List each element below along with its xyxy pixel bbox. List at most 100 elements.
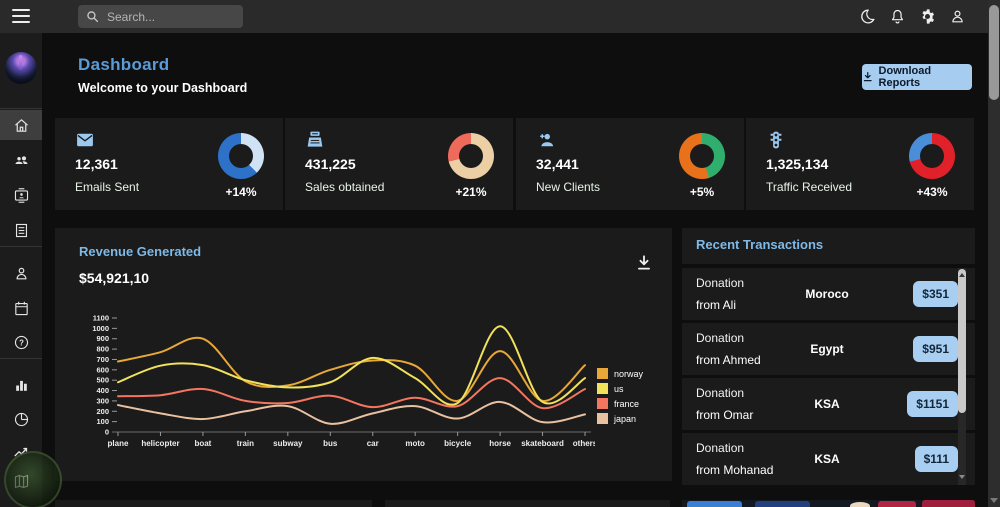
legend-item: japan	[597, 413, 643, 424]
sidebar-item-faq[interactable]: ?	[0, 327, 42, 357]
sidebar-item-contacts[interactable]	[0, 180, 42, 210]
transactions-header: Recent Transactions	[682, 228, 975, 264]
point-of-sale-icon	[307, 131, 323, 147]
stat-value: 32,441	[536, 156, 579, 172]
svg-text:helicopter: helicopter	[141, 439, 179, 448]
revenue-amount: $54,921,10	[79, 270, 150, 286]
legend-swatch	[597, 398, 608, 409]
map-region	[878, 501, 916, 507]
revenue-panel: Revenue Generated $54,921,10 0 100 200 300 4…	[55, 228, 672, 481]
stat-delta: +5%	[689, 185, 715, 199]
download-icon[interactable]	[635, 254, 653, 272]
scrollbar-thumb[interactable]	[989, 5, 999, 100]
svg-text:plane: plane	[108, 439, 129, 448]
transaction-user: from Mohanad	[696, 463, 774, 477]
download-reports-button[interactable]: Download Reports	[862, 64, 972, 90]
page-scrollbar[interactable]	[988, 0, 1000, 507]
transaction-id: Donation	[696, 441, 745, 455]
page-title: Dashboard	[78, 55, 170, 74]
legend-label: france	[614, 398, 640, 409]
legend-item: france	[597, 398, 643, 409]
transaction-location: Egypt	[810, 342, 844, 356]
sidebar: ?	[0, 33, 42, 507]
receipt-icon	[15, 223, 27, 237]
sidebar-item-dashboard[interactable]	[0, 110, 42, 140]
download-reports-label: Download Reports	[878, 65, 932, 89]
help-icon: ?	[14, 335, 28, 349]
stat-card-emails: 12,361 Emails Sent +14%	[55, 118, 283, 210]
legend-label: japan	[614, 413, 637, 424]
legend-swatch	[597, 413, 608, 424]
sidebar-item-team[interactable]	[0, 145, 42, 175]
avatar[interactable]	[5, 52, 37, 84]
scroll-down-arrow-icon[interactable]	[990, 498, 998, 503]
scrollbar-thumb[interactable]	[958, 269, 966, 413]
svg-text:300: 300	[96, 396, 109, 405]
watermark-logo	[4, 451, 62, 507]
svg-text:700: 700	[96, 355, 109, 364]
transaction-id: Donation	[696, 386, 745, 400]
email-icon	[77, 133, 93, 147]
person-add-icon	[540, 133, 554, 147]
search-input[interactable]	[105, 8, 235, 25]
stat-delta: +21%	[455, 185, 487, 199]
scroll-up-arrow-icon[interactable]	[959, 273, 965, 277]
svg-text:500: 500	[96, 376, 109, 385]
bottom-panel-left	[55, 500, 372, 507]
person-icon[interactable]	[949, 8, 966, 25]
transaction-amount-badge: $1151	[907, 391, 958, 417]
svg-text:100: 100	[96, 417, 109, 426]
svg-text:?: ?	[19, 338, 24, 347]
scroll-down-arrow-icon[interactable]	[959, 475, 965, 479]
stat-label: Traffic Received	[766, 180, 853, 194]
chart-legend: norway us france japan	[597, 368, 643, 428]
stat-donut-chart	[679, 133, 725, 179]
search-box[interactable]	[78, 5, 243, 28]
transaction-location: KSA	[814, 452, 840, 466]
bottom-panel-middle	[385, 500, 670, 507]
sidebar-item-bar-chart[interactable]	[0, 370, 42, 400]
svg-text:800: 800	[96, 345, 109, 354]
sidebar-item-calendar[interactable]	[0, 293, 42, 323]
stat-label: New Clients	[536, 180, 601, 194]
transaction-user: from Ahmed	[696, 353, 761, 367]
transactions-scrollbar[interactable]	[958, 268, 966, 485]
legend-label: norway	[614, 368, 644, 379]
pie-chart-icon	[14, 412, 28, 426]
svg-text:bus: bus	[323, 439, 338, 448]
line-chart-icon	[13, 447, 27, 456]
sidebar-item-profile[interactable]	[0, 258, 42, 288]
transaction-amount-badge: $951	[913, 336, 958, 362]
transaction-amount-badge: $111	[914, 446, 958, 472]
download-icon	[863, 72, 872, 82]
stat-donut-chart	[909, 133, 955, 179]
sidebar-divider	[0, 358, 42, 359]
svg-text:900: 900	[96, 334, 109, 343]
transaction-user: from Omar	[696, 408, 754, 422]
stat-donut-chart	[218, 133, 264, 179]
stat-donut-chart	[448, 133, 494, 179]
stat-card-traffic: 1,325,134 Traffic Received +43%	[746, 118, 974, 210]
sidebar-item-line-chart[interactable]	[0, 437, 42, 467]
transactions-title: Recent Transactions	[696, 237, 824, 252]
sidebar-item-pie-chart[interactable]	[0, 404, 42, 434]
transaction-row: Donation from Mohanad KSA $111	[682, 433, 975, 485]
map-region	[755, 501, 810, 507]
stat-card-clients: 32,441 New Clients +5%	[516, 118, 744, 210]
bell-icon[interactable]	[889, 8, 906, 25]
svg-text:train: train	[237, 439, 254, 448]
gear-icon[interactable]	[919, 8, 936, 25]
moon-icon[interactable]	[859, 8, 876, 25]
sidebar-item-invoices[interactable]	[0, 215, 42, 245]
svg-text:horse: horse	[489, 439, 511, 448]
transaction-amount-badge: $351	[913, 281, 958, 307]
legend-swatch	[597, 383, 608, 394]
recent-transactions-panel: Recent Transactions Donation from Ali Mo…	[682, 228, 975, 485]
svg-text:400: 400	[96, 386, 109, 395]
hamburger-menu-icon[interactable]	[12, 9, 30, 23]
svg-text:0: 0	[105, 428, 109, 437]
topbar-icons	[859, 0, 966, 33]
search-icon	[87, 11, 99, 23]
transaction-row: Donation from Ahmed Egypt $951	[682, 323, 975, 375]
